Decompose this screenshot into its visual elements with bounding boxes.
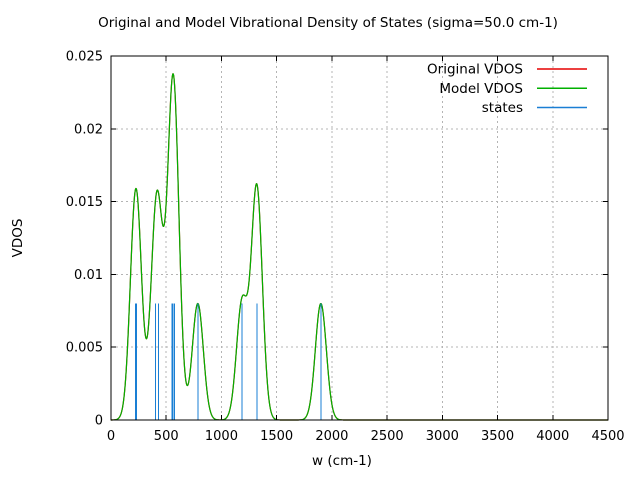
y-tick-label: 0.005 — [66, 341, 103, 356]
y-tick-label: 0.01 — [74, 268, 103, 283]
x-tick-label: 3500 — [481, 429, 514, 444]
y-tick-label: 0.015 — [66, 195, 103, 210]
x-tick-label: 3000 — [426, 429, 459, 444]
x-tick-label: 2500 — [371, 429, 404, 444]
model-vdos-curve — [110, 73, 609, 421]
x-tick-label: 4500 — [591, 429, 624, 444]
plot-border-and-ticks — [110, 55, 609, 421]
x-tick-label: 1000 — [205, 429, 238, 444]
legend-label-states: states — [482, 100, 523, 116]
y-axis-label: VDOS — [10, 219, 26, 258]
x-axis-label: w (cm-1) — [312, 453, 372, 469]
y-tick-label: 0.02 — [74, 122, 103, 137]
tick-labels-layer: 0 500 1000 1500 2000 2500 3000 3500 4000 4500 0 0.0… — [66, 50, 625, 445]
plot-border — [110, 55, 609, 421]
y-tick-label: 0 — [95, 414, 103, 429]
x-tick-label: 1500 — [260, 429, 293, 444]
legend: Original VDOS Model VDOS states — [427, 62, 587, 116]
chart-title: Original and Model Vibrational Density o… — [98, 15, 558, 31]
x-tick-label: 4000 — [536, 429, 569, 444]
x-tick-label: 500 — [154, 429, 179, 444]
grid-layer — [111, 56, 608, 420]
x-tick-label: 0 — [107, 429, 115, 444]
original-vdos-curve — [110, 73, 609, 421]
y-tick-label: 0.025 — [66, 50, 103, 65]
legend-label-original-vdos: Original VDOS — [427, 62, 523, 78]
x-tick-label: 2000 — [315, 429, 348, 444]
curves-layer — [110, 73, 609, 421]
legend-label-model-vdos: Model VDOS — [439, 81, 523, 97]
